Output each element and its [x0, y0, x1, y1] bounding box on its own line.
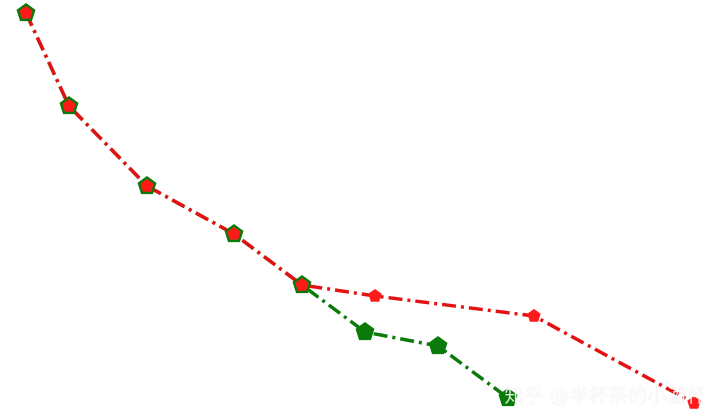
series-1-marker — [295, 278, 309, 291]
series-1-marker — [527, 309, 541, 322]
series-1-marker — [227, 227, 241, 240]
series-1-marker — [687, 396, 701, 409]
series-1-marker — [62, 99, 76, 112]
series-2-marker — [355, 322, 375, 341]
watermark-text: 知乎 @半杯茶的小酒杯 — [504, 385, 706, 407]
series-1-line — [24, 12, 695, 405]
series-2-marker — [428, 336, 448, 355]
series-1-marker — [19, 6, 33, 19]
series-2-marker — [498, 388, 518, 407]
series-1-marker — [368, 289, 382, 302]
series-1-marker — [140, 179, 154, 192]
